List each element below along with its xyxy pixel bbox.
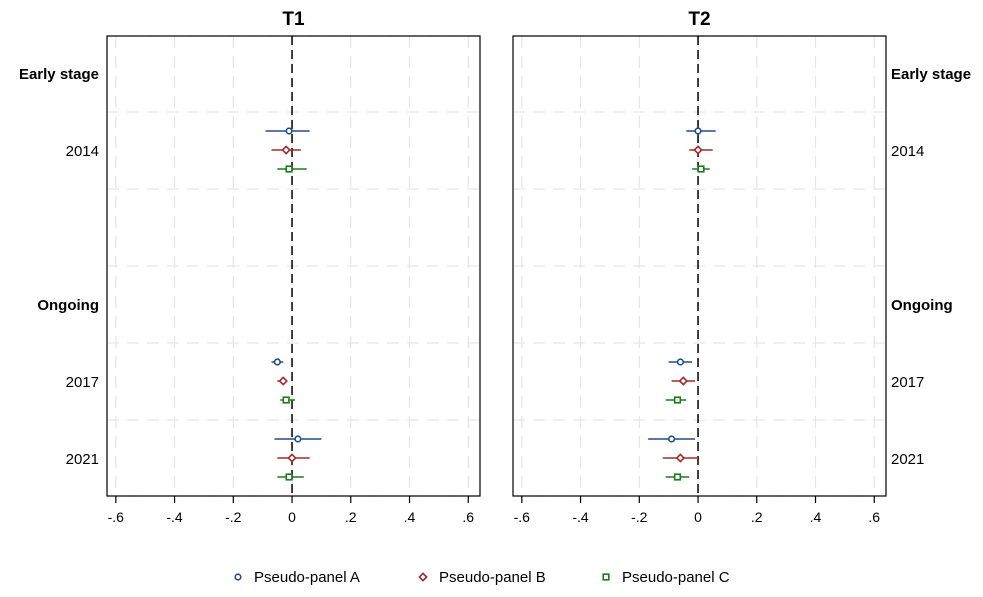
- panel-t1-xtick-label-3: 0: [288, 509, 296, 525]
- legend-label-0: Pseudo-panel A: [254, 569, 360, 586]
- panel-t1-row-label-2: Ongoing: [37, 297, 99, 314]
- panel-t1-xtick-label-0: -.6: [108, 509, 125, 525]
- panel-t2-point-5: [673, 396, 682, 404]
- legend-label-2: Pseudo-panel C: [622, 569, 730, 586]
- panel-t2-point-7: [675, 453, 686, 463]
- panel-t1-point-1: [281, 145, 291, 155]
- panel-t1-point-7: [287, 453, 297, 463]
- legend-label-1: Pseudo-panel B: [439, 569, 546, 586]
- panel-t1-xtick-label-6: .6: [462, 509, 474, 525]
- panel-t1-row-label-3: 2017: [66, 374, 99, 391]
- panel-t2-point-8: [673, 473, 682, 481]
- panel-t2-point-3: [676, 358, 685, 366]
- panel-t1-xtick-label-1: -.4: [166, 509, 183, 525]
- panel-t2-point-0: [694, 127, 702, 135]
- panel-t2-xtick-label-1: -.4: [572, 509, 589, 525]
- panel-t1-title: T1: [282, 9, 305, 30]
- panel-t1-point-4: [278, 376, 288, 386]
- panel-t2-xtick-label-6: .6: [868, 509, 880, 525]
- panel-t1-point-5: [282, 396, 290, 404]
- panel-t2-point-2: [697, 165, 705, 173]
- panel-t1-row-label-0: Early stage: [19, 66, 99, 83]
- panel-t1-frame: [106, 35, 481, 497]
- panel-t2-xtick-label-5: .4: [810, 509, 822, 525]
- panel-t2-frame: [512, 35, 887, 497]
- panel-t2-row-label-2: Ongoing: [891, 297, 953, 314]
- panel-t1-row-label-1: 2014: [66, 143, 99, 160]
- panel-t1-point-8: [285, 473, 293, 481]
- panel-t2-row-label-3: 2017: [891, 374, 924, 391]
- panel-t1-point-2: [285, 165, 293, 173]
- legend-marker-0: [234, 573, 242, 581]
- panel-t2-xtick-label-3: 0: [694, 509, 702, 525]
- panel-t2-xtick-label-0: -.6: [514, 509, 531, 525]
- panel-t2-point-1: [693, 145, 703, 155]
- panel-t1-row-label-4: 2021: [66, 451, 99, 468]
- panel-t1-xtick-label-4: .2: [345, 509, 357, 525]
- panel-t1-point-3: [273, 358, 281, 366]
- panel-t2-title: T2: [688, 9, 710, 30]
- panel-t1-xtick-label-5: .4: [404, 509, 416, 525]
- panel-t2-point-6: [667, 435, 676, 443]
- panel-t2-row-label-0: Early stage: [891, 66, 971, 83]
- panel-t2-xtick-label-4: .2: [751, 509, 763, 525]
- panel-t2-row-label-1: 2014: [891, 143, 924, 160]
- panel-t1-xtick-label-2: -.2: [225, 509, 242, 525]
- panel-t2-row-label-4: 2021: [891, 451, 924, 468]
- legend-marker-2: [602, 573, 610, 581]
- panel-t2-point-4: [678, 376, 689, 386]
- panel-t2-xtick-label-2: -.2: [631, 509, 648, 525]
- legend-marker-1: [418, 572, 428, 582]
- panel-t1-point-6: [294, 435, 302, 443]
- panel-t1-point-0: [285, 127, 293, 135]
